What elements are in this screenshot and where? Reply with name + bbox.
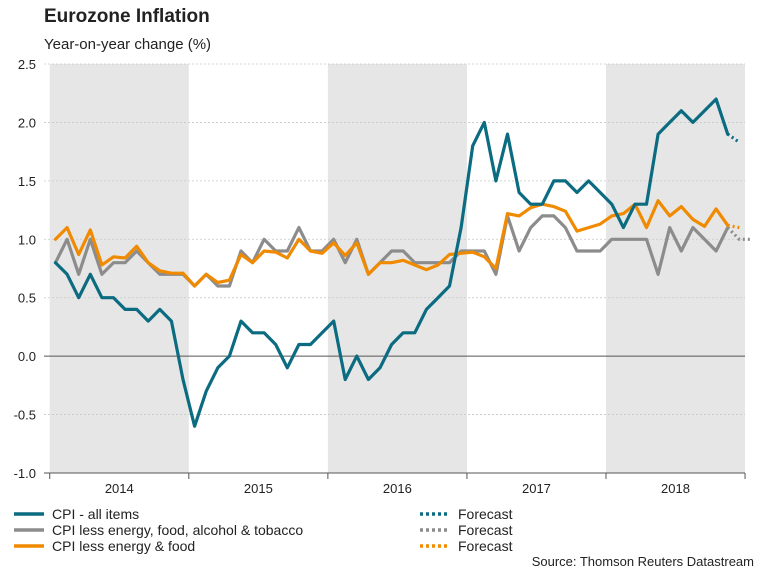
forecast-line-core_alc: [726, 226, 751, 241]
x-tick-label: 2018: [661, 481, 690, 496]
y-tick-label: 0.0: [18, 349, 36, 364]
shaded-band-2016: [327, 64, 467, 473]
y-tick-label: 1.5: [18, 174, 36, 189]
shaded-band-2018: [605, 64, 745, 473]
y-tick-label: 1.0: [18, 232, 36, 247]
x-tick-label: 2016: [383, 481, 412, 496]
forecast-line-cpi: [726, 132, 741, 144]
series-line-cpi: [53, 97, 730, 428]
y-tick-label: 2.0: [18, 115, 36, 130]
legend-label: CPI less energy, food, alcohol & tobacco: [52, 522, 303, 538]
chart-subtitle: Year-on-year change (%): [44, 36, 212, 53]
x-tick-label: 2014: [105, 481, 134, 496]
x-tick-label: 2017: [522, 481, 551, 496]
legend-label: Forecast: [458, 522, 513, 538]
chart-source: Source: Thomson Reuters Datastream: [531, 554, 754, 569]
y-tick-label: 0.5: [18, 291, 36, 306]
y-tick-label: -1.0: [14, 466, 36, 481]
shaded-band-2014: [49, 64, 189, 473]
legend-label: Forecast: [458, 538, 513, 554]
legend-label: Forecast: [458, 506, 513, 522]
x-tick-label: 2015: [244, 481, 273, 496]
series-line-core_alc: [53, 214, 730, 288]
legend-label: CPI less energy & food: [52, 538, 195, 554]
y-tick-label: -0.5: [14, 408, 36, 423]
forecast-line-core: [727, 223, 740, 230]
chart-title: Eurozone Inflation: [44, 6, 210, 27]
y-tick-label: 2.5: [18, 57, 36, 72]
legend-label: CPI - all items: [52, 506, 139, 522]
